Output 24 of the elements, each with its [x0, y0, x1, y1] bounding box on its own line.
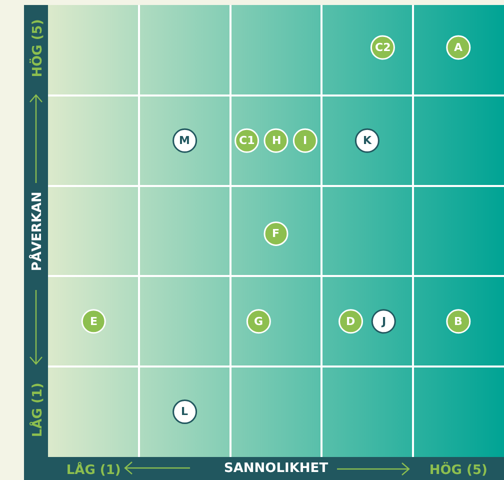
- x-axis-title: SANNOLIKHET: [224, 461, 328, 476]
- point: [338, 309, 364, 334]
- point: [264, 128, 288, 153]
- point: [371, 309, 396, 334]
- y-axis-title: PÅVERKAN: [28, 192, 46, 272]
- point: [292, 128, 318, 153]
- annotation: D: [346, 315, 356, 328]
- annotation: J: [381, 315, 386, 328]
- annotation: I: [303, 134, 308, 147]
- point: [81, 309, 106, 334]
- annotation: E: [90, 315, 98, 328]
- annotation: G: [254, 315, 264, 328]
- annotation: K: [363, 134, 372, 147]
- annotation: C1: [239, 134, 255, 147]
- annotation: A: [454, 41, 463, 54]
- annotation: M: [179, 134, 190, 147]
- annotation: F: [272, 227, 280, 240]
- annotation: L: [181, 405, 188, 418]
- annotation: B: [454, 315, 462, 328]
- annotation: C2: [375, 41, 391, 54]
- point: [172, 400, 198, 424]
- annotation: H: [272, 134, 282, 147]
- point: [264, 221, 288, 246]
- point: [446, 309, 471, 334]
